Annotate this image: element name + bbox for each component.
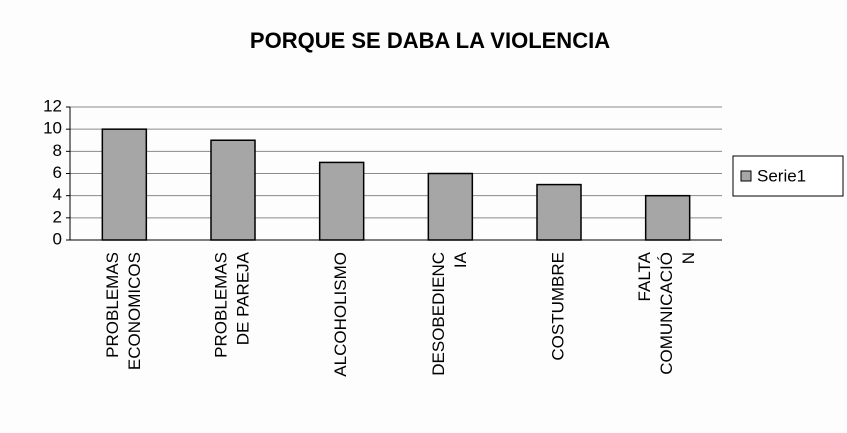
bar	[536, 183, 582, 241]
x-tick-label: IA	[451, 251, 470, 268]
bar	[210, 139, 256, 241]
y-tick-label: 2	[53, 207, 62, 226]
x-tick-label: PROBLEMAS	[103, 252, 122, 358]
x-tick-label: DESOBEDIENC	[429, 252, 448, 376]
bar	[101, 128, 148, 241]
y-tick-label: 0	[53, 229, 62, 248]
x-tick-label: COSTUMBRE	[548, 252, 567, 361]
x-tick-label: N	[679, 252, 698, 264]
y-tick-label: 8	[53, 141, 62, 160]
chart-title: PORQUE SE DABA LA VIOLENCIA	[250, 28, 610, 53]
x-tick-label: PROBLEMAS	[211, 252, 230, 358]
x-tick-label: ECONOMICOS	[125, 252, 144, 370]
legend-label: Serie1	[757, 166, 806, 185]
y-tick-label: 10	[43, 119, 62, 138]
y-tick-label: 6	[53, 163, 62, 182]
bar	[427, 172, 474, 241]
bar	[318, 161, 365, 241]
bar	[644, 194, 691, 241]
x-tick-label: FALTA	[635, 251, 654, 301]
y-tick-label: 12	[43, 96, 62, 115]
legend-swatch	[740, 170, 752, 182]
x-tick-label: ALCOHOLISMO	[331, 252, 350, 377]
x-tick-label: DE PAREJA	[233, 251, 252, 345]
y-tick-label: 4	[53, 185, 62, 204]
x-tick-label: COMUNICACIÓ	[657, 252, 676, 375]
